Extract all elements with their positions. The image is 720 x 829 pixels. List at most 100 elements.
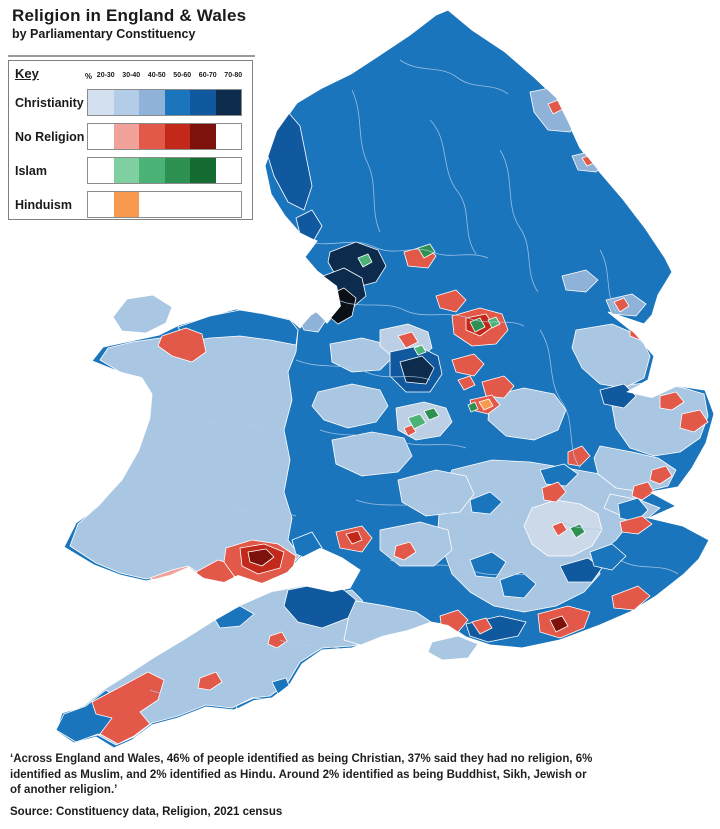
swatch	[113, 124, 139, 149]
bin-label: 30-40	[122, 72, 141, 79]
region-worcester-light	[331, 431, 413, 477]
region-east-midlands-light	[487, 387, 567, 441]
region-bucks-blue-6	[469, 491, 503, 515]
swatch	[215, 124, 241, 149]
region-sheffield-red	[451, 353, 485, 377]
swatch	[113, 158, 139, 183]
region-exeter-red	[267, 631, 288, 649]
region-birmingham-green-2	[423, 407, 440, 421]
no-religion-swatches	[87, 123, 242, 150]
swatch	[139, 124, 165, 149]
legend-key-box: Key % 20-30 30-40 40-50 50-60 60-70 70-8…	[8, 60, 253, 220]
region-ipswich-red	[649, 465, 673, 485]
swatch	[190, 158, 216, 183]
header-divider	[8, 55, 255, 57]
choropleth-map	[55, 9, 715, 749]
region-york-light	[561, 269, 599, 293]
swatch	[164, 90, 190, 115]
region-manchester-green	[413, 344, 427, 356]
page-subtitle: by Parliamentary Constituency	[12, 27, 196, 41]
key-row-no-religion: No Religion	[15, 123, 246, 150]
swatch	[164, 192, 190, 217]
swatch	[88, 192, 114, 217]
region-london-red-dot	[551, 521, 568, 537]
swatch	[190, 192, 216, 217]
swatch	[113, 192, 139, 217]
bin-label: 50-60	[173, 72, 192, 79]
swatch	[139, 158, 165, 183]
key-heading: Key	[15, 66, 39, 81]
region-kent-blue-3	[589, 543, 627, 571]
key-row-label: Islam	[15, 163, 47, 178]
region-kings-lynn-dark	[599, 383, 637, 409]
region-cheshire-light	[329, 337, 393, 373]
region-leicester-green	[467, 401, 479, 413]
region-wirral-light	[299, 311, 327, 333]
region-rhondda-darkest	[247, 548, 275, 567]
region-hull-red-dot	[613, 297, 630, 313]
christianity-swatches	[87, 89, 242, 116]
swatch	[88, 90, 114, 115]
bin-label: 70-80	[224, 72, 243, 79]
swatch	[164, 124, 190, 149]
region-birmingham-green-1	[407, 413, 427, 430]
bin-label: 40-50	[147, 72, 166, 79]
region-derby-red	[457, 375, 476, 391]
region-gloucester-red	[393, 541, 417, 561]
hinduism-swatches	[87, 191, 242, 218]
region-hastings-red	[611, 585, 651, 611]
key-percent-scale: % 20-30 30-40 40-50 50-60 60-70 70-80	[85, 72, 246, 81]
region-surrey-blue-2	[499, 571, 537, 599]
swatch	[215, 158, 241, 183]
swatch	[113, 90, 139, 115]
region-keighley-green	[487, 316, 501, 329]
region-calderdale-red	[435, 289, 467, 313]
header: Religion in England & Wales by Parliamen…	[12, 6, 246, 41]
region-shropshire-light	[311, 383, 389, 429]
region-lincolnshire-light	[571, 323, 651, 389]
key-row-christianity: Christianity	[15, 89, 246, 116]
source-line: Source: Constituency data, Religion, 202…	[10, 806, 283, 818]
region-cambridge-red	[567, 445, 591, 467]
census-quote: ‘Across England and Wales, 46% of people…	[10, 753, 593, 797]
region-yarmouth-red	[679, 409, 709, 433]
region-north-wales-coast	[177, 309, 299, 346]
bin-label: 20-30	[96, 72, 115, 79]
region-cornwall-red	[91, 671, 165, 745]
region-luton-red	[541, 481, 567, 503]
region-anglesey	[112, 294, 173, 334]
region-thanet-red	[619, 515, 653, 535]
region-blackburn-green	[417, 243, 436, 259]
region-nottingham-red	[481, 375, 515, 399]
swatch	[88, 124, 114, 149]
region-manchester-red	[397, 331, 419, 349]
swatch	[164, 158, 190, 183]
key-row-hinduism: Hinduism	[15, 191, 246, 218]
region-preston-green	[357, 253, 373, 268]
region-plymouth-red	[197, 671, 223, 691]
bin-label: 60-70	[198, 72, 217, 79]
region-surrey-blue-1	[469, 551, 507, 579]
swatch	[139, 90, 165, 115]
page-title: Religion in England & Wales	[12, 6, 247, 25]
region-colchester-red	[631, 481, 655, 501]
swatch	[190, 90, 216, 115]
region-arfon-red	[157, 327, 207, 363]
swatch	[139, 192, 165, 217]
swatch	[215, 192, 241, 217]
key-row-label: No Religion	[15, 129, 85, 144]
swatch	[190, 124, 216, 149]
region-barrow-dark	[295, 209, 323, 241]
swatch	[215, 90, 241, 115]
swatch	[88, 158, 114, 183]
key-row-islam: Islam	[15, 157, 246, 184]
constituency-boundaries	[149, 59, 679, 699]
region-oxfordshire-light	[397, 469, 475, 517]
key-row-label: Christianity	[15, 95, 84, 110]
region-cumbria-west-dark	[265, 111, 313, 211]
islam-swatches	[87, 157, 242, 184]
region-brighton-darkest	[549, 615, 569, 633]
region-portsmouth-red	[471, 617, 493, 635]
region-bristol-darkred	[345, 530, 363, 545]
